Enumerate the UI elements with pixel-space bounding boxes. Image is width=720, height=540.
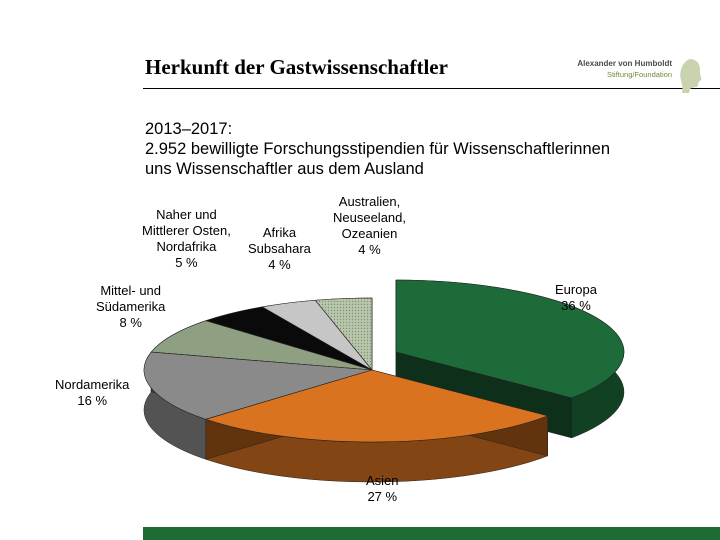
subtitle-line-2: 2.952 bewilligte Forschungsstipendien fü… — [145, 140, 611, 158]
humboldt-portrait-icon — [680, 59, 702, 93]
title-divider — [143, 88, 720, 89]
pie-slice-top-nordamerika — [143, 351, 373, 420]
footer-bar — [143, 527, 720, 540]
pie-slice-top-mittel-suedamerika — [150, 320, 373, 371]
slide-title: Herkunft der Gastwissenschaftler — [145, 55, 448, 79]
label-afrika: Afrika Subsahara 4 % — [248, 225, 311, 272]
label-naher-osten: Naher und Mittlerer Osten, Nordafrika 5 % — [142, 207, 231, 270]
logo-text-foundation: Stiftung/Foundation — [606, 70, 672, 79]
pie-slice-top-europa — [395, 279, 625, 399]
label-nordamerika: Nordamerika 16 % — [55, 377, 130, 408]
label-europa: Europa 36 % — [555, 282, 597, 313]
subtitle-line-1: 2013–2017: — [145, 120, 233, 138]
label-australien: Australien, Neuseeland, Ozeanien 4 % — [333, 194, 406, 257]
pie-slice-asien — [204, 369, 549, 483]
pie-slice-top-asien — [204, 369, 549, 443]
subtitle-line-3: uns Wissenschaftler aus dem Ausland — [145, 160, 424, 178]
foundation-logo: Alexander von Humboldt Stiftung/Foundati… — [577, 26, 714, 93]
label-mittel-suedamerika: Mittel- und Südamerika 8 % — [96, 283, 166, 330]
label-asien: Asien 27 % — [366, 473, 399, 504]
logo-text-name: Alexander von Humboldt — [577, 59, 672, 68]
